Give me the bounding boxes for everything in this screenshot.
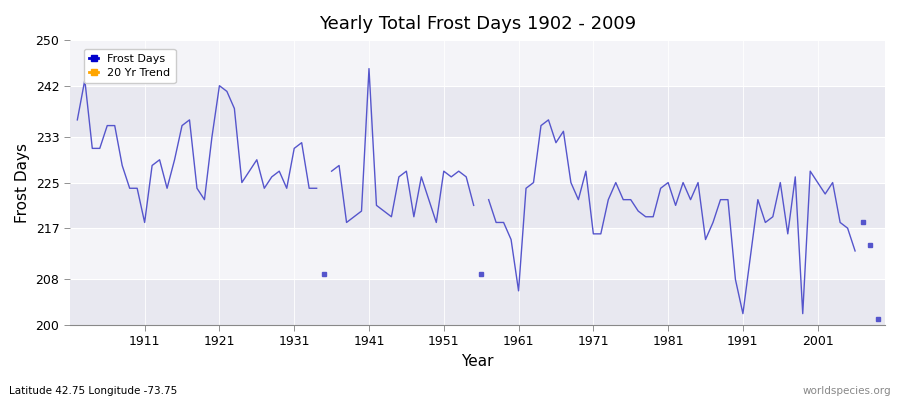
Y-axis label: Frost Days: Frost Days [15,142,30,222]
Text: worldspecies.org: worldspecies.org [803,386,891,396]
Text: Latitude 42.75 Longitude -73.75: Latitude 42.75 Longitude -73.75 [9,386,177,396]
Bar [70,228,885,280]
Legend: Frost Days, 20 Yr Trend: Frost Days, 20 Yr Trend [84,48,176,83]
Bar [70,137,885,182]
Bar [70,182,885,228]
Title: Yearly Total Frost Days 1902 - 2009: Yearly Total Frost Days 1902 - 2009 [319,15,636,33]
Bar [70,280,885,325]
X-axis label: Year: Year [461,354,494,369]
Bar [70,40,885,86]
Bar [70,86,885,137]
